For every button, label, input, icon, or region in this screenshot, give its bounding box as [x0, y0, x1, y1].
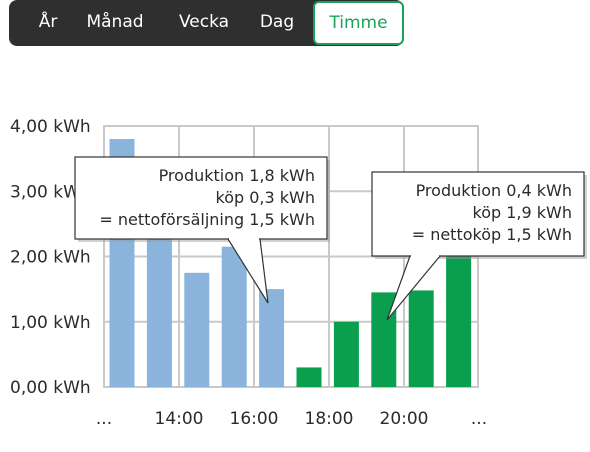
x-tick-label: 16:00: [230, 409, 279, 429]
bar: [221, 246, 247, 387]
callout-line: köp 1,9 kWh: [473, 203, 572, 222]
bar: [184, 272, 210, 387]
bar: [296, 367, 322, 387]
x-tick-label: ...: [96, 409, 112, 429]
x-tick-label: ...: [471, 409, 487, 429]
callout-2: Produktion 0,4 kWh köp 1,9 kWh = nettoköp …: [371, 171, 587, 321]
x-tick-label: 14:00: [155, 409, 204, 429]
bar: [408, 290, 434, 387]
callout-1: Produktion 1,8 kWh köp 0,3 kWh = nettoförs…: [74, 156, 330, 304]
tab-year[interactable]: År: [38, 12, 58, 32]
callout-line: Produktion 0,4 kWh: [416, 181, 572, 200]
bar: [446, 249, 472, 387]
tab-month[interactable]: Månad: [86, 12, 144, 32]
callout-box: [74, 156, 328, 240]
callout-line: köp 0,3 kWh: [216, 188, 315, 207]
x-tick-label: 18:00: [305, 409, 354, 429]
tab-week[interactable]: Vecka: [178, 12, 230, 32]
bar: [146, 223, 172, 387]
tab-day[interactable]: Dag: [259, 12, 295, 32]
bar: [259, 289, 285, 387]
callout-line: = nettoköp 1,5 kWh: [412, 225, 572, 244]
y-tick-label: 4,00 kWh: [10, 117, 91, 137]
y-tick-label: 3,00 kWh: [10, 182, 91, 202]
y-tick-label: 2,00 kWh: [10, 248, 91, 268]
callout-line: Produktion 1,8 kWh: [159, 166, 315, 185]
callout-box: [371, 171, 585, 257]
y-tick-label: 1,00 kWh: [10, 313, 91, 333]
x-tick-label: 20:00: [380, 409, 429, 429]
period-tabbar: År Månad Vecka Dag Timme: [9, 0, 404, 46]
y-tick-label: 0,00 kWh: [10, 378, 91, 398]
callout-line: = nettoförsäljning 1,5 kWh: [99, 210, 315, 229]
bar: [333, 321, 359, 387]
tab-hour[interactable]: Timme: [313, 1, 404, 45]
